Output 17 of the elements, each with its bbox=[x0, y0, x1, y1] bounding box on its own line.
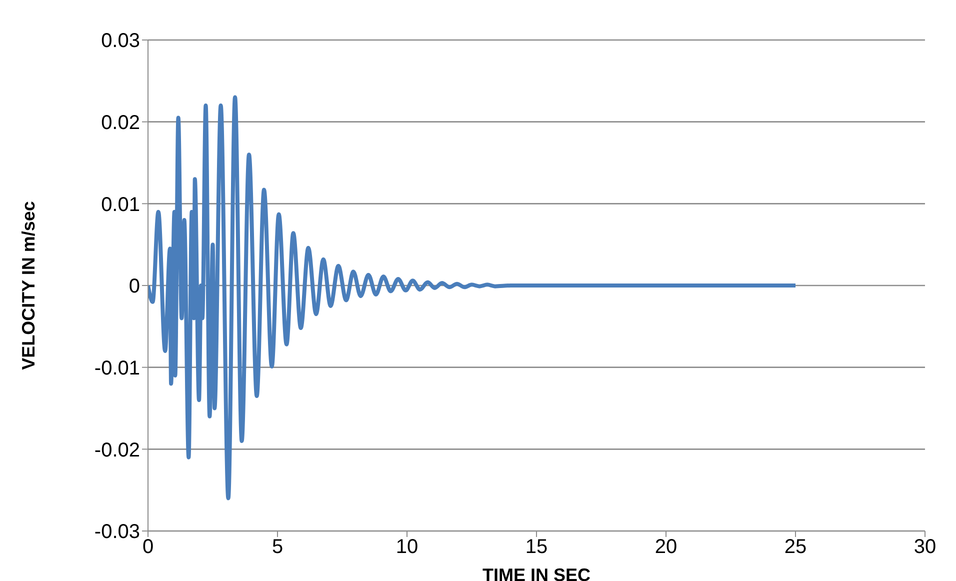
x-tick-label: 5 bbox=[272, 536, 284, 558]
y-tick-label: 0.01 bbox=[101, 194, 140, 216]
x-tick-label: 10 bbox=[396, 536, 418, 558]
y-tick-label: -0.03 bbox=[94, 521, 140, 544]
x-tick-label: 20 bbox=[654, 536, 678, 558]
y-tick-label: 0 bbox=[128, 276, 140, 298]
y-tick-label: -0.01 bbox=[94, 357, 140, 380]
x-tick-label: 30 bbox=[914, 536, 936, 558]
line-series bbox=[148, 95, 798, 500]
x-tick-label: 15 bbox=[525, 536, 548, 558]
y-tick-label: 0.02 bbox=[101, 112, 140, 134]
x-axis-title: TIME IN SEC bbox=[482, 565, 591, 581]
y-tick-label: 0.03 bbox=[101, 30, 140, 52]
x-tick-label: 0 bbox=[142, 536, 154, 558]
y-tick-label: -0.02 bbox=[94, 439, 140, 462]
y-axis-title: VELOCITY IN m/sec bbox=[18, 201, 38, 370]
x-tick-label: 25 bbox=[784, 536, 807, 558]
